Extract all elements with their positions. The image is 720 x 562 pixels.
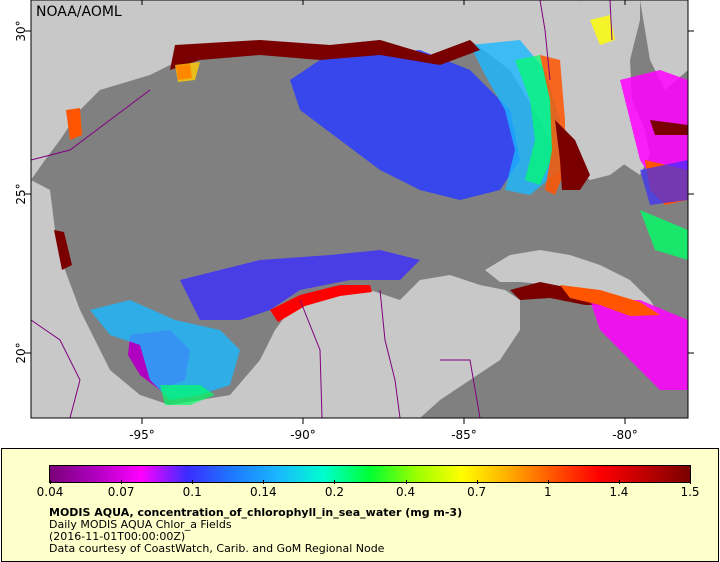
lon-label-90: -90° <box>290 428 316 442</box>
colorbar-tick-mark <box>121 480 123 484</box>
legend-text: MODIS AQUA, concentration_of_chlorophyll… <box>49 507 462 555</box>
land-mexico <box>31 180 400 418</box>
lat-ticks <box>25 30 694 354</box>
map-panel: NOAA/AOML -95° -90° -85° -80° 30° 25° 20… <box>14 0 694 442</box>
colorbar-tick-label: 0.4 <box>396 485 416 499</box>
colorbar-tick-mark <box>334 480 336 484</box>
lat-label-25: 25° <box>14 183 28 205</box>
colorbar-tick-label: 1 <box>543 485 552 499</box>
credit-label: NOAA/AOML <box>36 4 122 20</box>
lon-label-85: -85° <box>451 428 477 442</box>
colorbar-tick-mark <box>405 480 407 484</box>
colorbar-tick-label: 0.7 <box>467 485 487 499</box>
legend-panel: MODIS AQUA, concentration_of_chlorophyll… <box>1 448 719 562</box>
lon-ticks <box>141 0 626 424</box>
lat-label-30: 30° <box>14 20 28 42</box>
colorbar <box>49 465 691 483</box>
lat-label-20: 20° <box>14 342 28 364</box>
legend-credit: Data courtesy of CoastWatch, Carib. and … <box>49 542 385 555</box>
colorbar-tick-mark <box>547 480 549 484</box>
land-florida <box>580 0 650 175</box>
legend-variable-name: MODIS AQUA, concentration_of_chlorophyll… <box>49 506 463 519</box>
legend-dataset-name: Daily MODIS AQUA Chlor_a Fields <box>49 518 232 531</box>
colorbar-tick-mark <box>476 480 478 484</box>
colorbar-tick-mark <box>192 480 194 484</box>
map-frame <box>30 0 689 419</box>
colorbar-tick-mark <box>690 480 691 484</box>
colorbar-tick-label: 0.07 <box>107 485 135 499</box>
colorbar-tick-label: 1.4 <box>609 485 629 499</box>
colorbar-tick-label: 0.14 <box>249 485 277 499</box>
colorbar-tick-label: 0.1 <box>182 485 202 499</box>
colorbar-tick-mark <box>263 480 265 484</box>
colorbar-tick-mark <box>618 480 620 484</box>
colorbar-tick-label: 0.04 <box>36 485 64 499</box>
lon-label-95: -95° <box>129 428 155 442</box>
political-borders <box>30 0 613 419</box>
lon-label-80: -80° <box>612 428 638 442</box>
legend-date: (2016-11-01T00:00:00Z) <box>49 530 186 543</box>
colorbar-tick-label: 1.5 <box>680 485 700 499</box>
colorbar-tick-mark <box>50 480 51 484</box>
chlorophyll-map <box>25 0 694 424</box>
colorbar-tick-label: 0.2 <box>324 485 344 499</box>
land-east <box>640 0 688 90</box>
chlorophyll-patches <box>54 15 688 405</box>
land-yucatan <box>400 275 520 418</box>
